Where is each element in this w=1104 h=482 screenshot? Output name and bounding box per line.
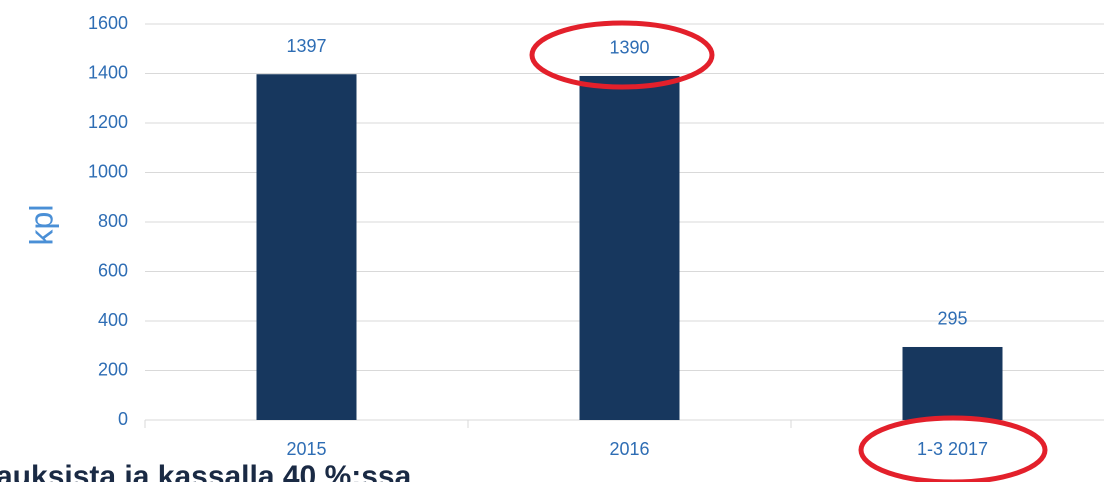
bar <box>579 75 680 420</box>
y-tick-label: 800 <box>98 211 128 231</box>
y-tick-label: 1000 <box>88 161 128 181</box>
data-label: 295 <box>937 309 967 329</box>
y-tick-label: 200 <box>98 359 128 379</box>
x-tick-label: 1-3 2017 <box>917 439 988 459</box>
highlight-circle <box>529 20 715 90</box>
overlay-text: auksista ja kassalla 40 %:ssa <box>0 460 412 482</box>
y-tick-label: 400 <box>98 310 128 330</box>
y-tick-label: 1400 <box>88 62 128 82</box>
y-axis-label: kpl <box>23 205 59 246</box>
x-tick-label: 2015 <box>286 439 326 459</box>
bar <box>902 346 1003 420</box>
y-tick-label: 0 <box>118 409 128 429</box>
y-tick-label: 1200 <box>88 112 128 132</box>
y-tick-label: 1600 <box>88 13 128 33</box>
data-label: 1397 <box>286 36 326 56</box>
x-tick-label: 2016 <box>609 439 649 459</box>
y-tick-label: 600 <box>98 260 128 280</box>
data-label: 1390 <box>609 38 649 58</box>
highlight-circle <box>858 415 1048 482</box>
bar <box>256 74 357 421</box>
